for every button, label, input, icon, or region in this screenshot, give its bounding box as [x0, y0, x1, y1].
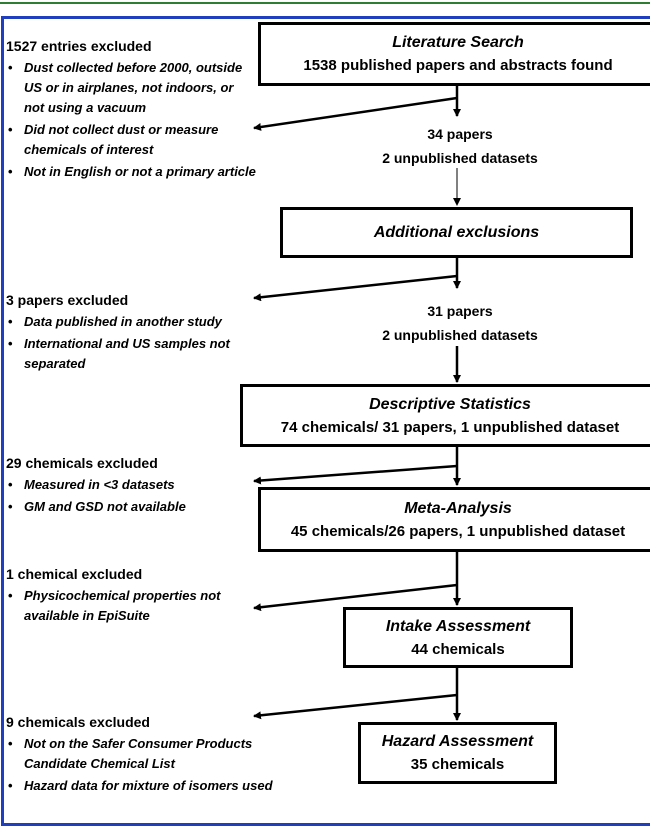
exclusion-bullet: Hazard data for mixture of isomers used [6, 776, 286, 796]
stage-title: Additional exclusions [373, 224, 540, 241]
exclusion-heading: 3 papers excluded [6, 292, 129, 308]
stage-title: Intake Assessment [385, 617, 531, 635]
count-line: 2 unpublished datasets [382, 150, 538, 166]
stage-title: Hazard Assessment [381, 733, 534, 750]
arrow-left [253, 693, 458, 720]
stage-line: 1538 published papers and abstracts foun… [303, 57, 613, 74]
stage-line: 35 chemicals [410, 756, 505, 773]
arrow-left [253, 464, 458, 485]
arrow-left [253, 96, 458, 131]
exclusion-bullet: Data published in another study [6, 312, 286, 332]
exclusion-bullet: Did not collect dust or measure chemical… [6, 120, 256, 160]
stage-box: Descriptive Statistics 74 chemicals/ 31 … [240, 384, 650, 447]
exclusion-heading: 29 chemicals excluded [6, 455, 158, 471]
exclusion-bullet: Dust collected before 2000, outside US o… [6, 58, 256, 118]
exclusion-heading: 1527 entries excluded [6, 38, 152, 54]
stage-line: 45 chemicals/26 papers, 1 unpublished da… [290, 522, 626, 540]
arrow-left [253, 583, 458, 612]
arrow-left [253, 274, 458, 302]
exclusion-bullet: Physicochemical properties not available… [6, 586, 246, 626]
exclusion: 1527 entries excluded Dust collected bef… [6, 36, 256, 182]
exclusion-heading: 9 chemicals excluded [6, 714, 150, 730]
count: 31 papers 2 unpublished datasets [360, 299, 560, 347]
exclusion-bullet: Not in English or not a primary article [6, 162, 256, 182]
stage-box: Meta-Analysis 45 chemicals/26 papers, 1 … [258, 487, 650, 552]
count-line: 2 unpublished datasets [382, 327, 538, 343]
top-rule [0, 2, 650, 4]
stage-box: Additional exclusions [280, 207, 633, 258]
exclusion-heading: 1 chemical excluded [6, 566, 143, 582]
exclusion-bullet: Not on the Safer Consumer Products Candi… [6, 734, 286, 774]
count: 34 papers 2 unpublished datasets [360, 122, 560, 170]
exclusion: 29 chemicals excluded Measured in <3 dat… [6, 453, 286, 517]
exclusion: 3 papers excluded Data published in anot… [6, 290, 286, 374]
count-line: 31 papers [427, 303, 493, 319]
exclusion: 1 chemical excluded Physicochemical prop… [6, 564, 246, 626]
stage-line: 44 chemicals [411, 640, 505, 658]
stage-title: Descriptive Statistics [369, 395, 531, 413]
exclusion-bullet: GM and GSD not available [6, 497, 286, 517]
stage-box: Literature Search 1538 published papers … [258, 22, 650, 86]
exclusion-bullet: Measured in <3 datasets [6, 475, 286, 495]
stage-box: Hazard Assessment 35 chemicals [358, 722, 557, 784]
stage-line: 74 chemicals/ 31 papers, 1 unpublished d… [280, 418, 620, 436]
exclusion: 9 chemicals excluded Not on the Safer Co… [6, 712, 286, 796]
exclusion-bullet: International and US samples not separat… [6, 334, 286, 374]
stage-title: Meta-Analysis [404, 499, 512, 517]
count-line: 34 papers [427, 126, 493, 142]
stage-box: Intake Assessment 44 chemicals [343, 607, 573, 668]
stage-title: Literature Search [392, 34, 524, 51]
